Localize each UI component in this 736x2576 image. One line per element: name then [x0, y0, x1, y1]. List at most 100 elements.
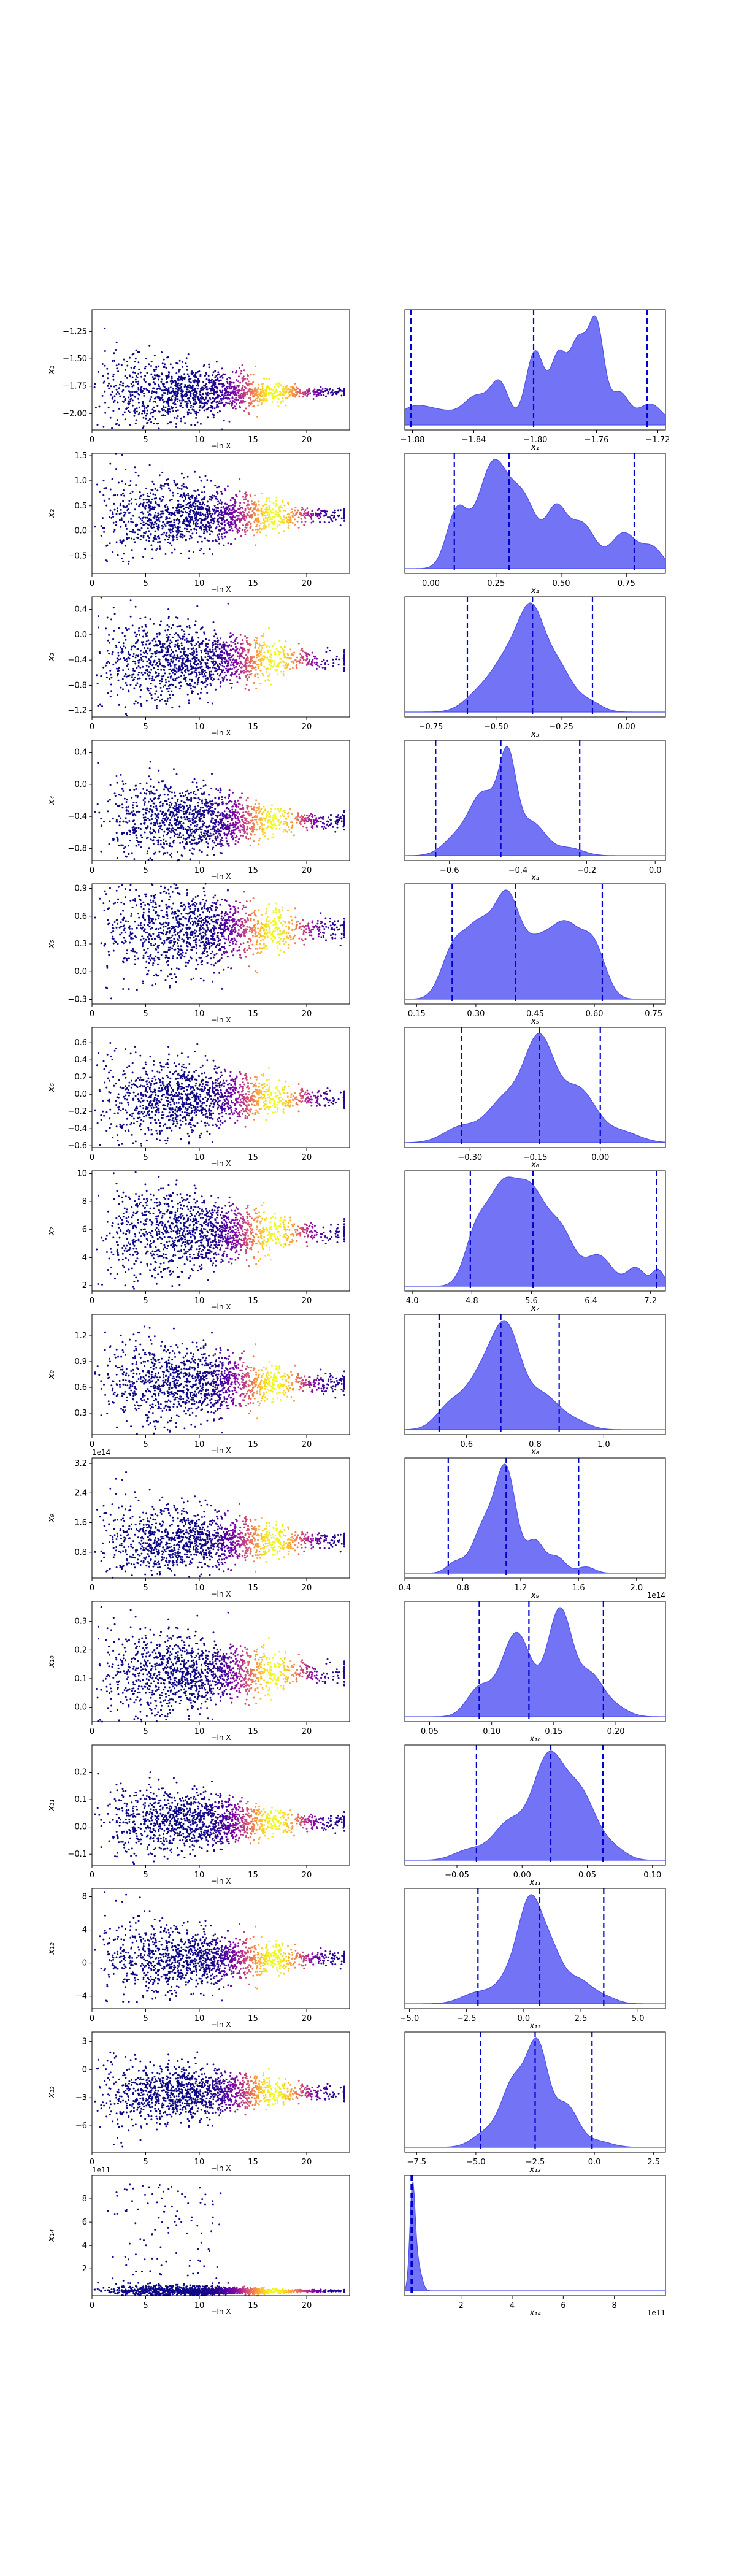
- scatter-point: [241, 379, 243, 381]
- scatter-panel-4: 0 5 10 15 20−ln X−0.8−0.40.00.4x₄: [47, 740, 350, 881]
- scatter-point: [158, 545, 161, 548]
- scatter-point: [250, 525, 252, 527]
- scatter-point: [191, 532, 194, 535]
- scatter-point: [293, 651, 296, 654]
- scatter-point: [175, 534, 178, 537]
- scatter-point: [245, 675, 247, 677]
- scatter-point: [231, 800, 233, 803]
- scatter-point: [146, 493, 148, 495]
- scatter-point: [167, 629, 169, 631]
- scatter-point: [217, 405, 220, 408]
- scatter-point: [169, 665, 172, 667]
- scatter-point: [131, 399, 134, 402]
- scatter-point: [302, 514, 304, 516]
- scatter-point: [327, 391, 329, 393]
- scatter-point: [204, 401, 207, 404]
- scatter-point: [154, 494, 156, 496]
- scatter-point: [143, 532, 145, 534]
- scatter-point: [320, 663, 323, 665]
- scatter-point: [226, 385, 229, 388]
- scatter-point: [148, 363, 150, 366]
- scatter-point: [181, 485, 183, 487]
- scatter-point: [247, 657, 249, 659]
- scatter-point: [303, 524, 305, 526]
- scatter-point: [298, 395, 301, 397]
- scatter-point: [202, 498, 204, 500]
- scatter-point: [144, 655, 147, 657]
- scatter-point: [143, 629, 145, 632]
- scatter-point: [154, 521, 156, 523]
- scatter-point: [203, 531, 205, 533]
- scatter-point: [194, 620, 197, 623]
- scatter-point: [125, 526, 127, 528]
- scatter-point: [223, 505, 225, 508]
- scatter-point: [310, 516, 312, 518]
- scatter-point: [109, 516, 110, 518]
- scatter-point: [204, 504, 206, 506]
- scatter-point: [248, 521, 251, 523]
- scatter-point: [320, 512, 322, 515]
- scatter-point: [117, 660, 119, 662]
- scatter-point: [132, 673, 135, 676]
- scatter-point: [101, 705, 103, 707]
- scatter-point: [275, 827, 277, 830]
- scatter-point: [215, 375, 218, 377]
- scatter-point: [220, 402, 222, 404]
- scatter-point: [178, 370, 180, 373]
- scatter-point: [276, 663, 278, 665]
- scatter-point: [270, 388, 272, 390]
- scatter-point: [208, 657, 210, 659]
- scatter-point: [232, 381, 235, 384]
- scatter-point: [122, 539, 125, 542]
- scatter-point: [190, 392, 192, 394]
- scatter-point: [170, 520, 172, 523]
- scatter-point: [175, 667, 178, 670]
- scatter-point: [126, 660, 128, 662]
- scatter-point: [123, 494, 125, 497]
- scatter-point: [217, 401, 219, 403]
- scatter-point: [205, 397, 207, 400]
- scatter-point: [155, 686, 157, 688]
- scatter-point: [154, 401, 156, 403]
- scatter-point: [269, 389, 271, 391]
- scatter-point: [113, 502, 115, 505]
- scatter-point: [145, 407, 148, 409]
- scatter-point: [109, 642, 111, 644]
- scatter-point: [297, 516, 300, 519]
- scatter-point: [124, 399, 126, 401]
- scatter-point: [254, 544, 256, 546]
- scatter-point: [144, 632, 147, 635]
- scatter-point: [276, 394, 278, 396]
- scatter-point: [264, 516, 267, 519]
- scatter-point: [169, 663, 171, 665]
- scatter-point: [228, 635, 231, 638]
- scatter-point: [212, 644, 214, 646]
- scatter-point: [159, 484, 162, 486]
- scatter-point: [299, 392, 302, 394]
- scatter-point: [174, 548, 176, 551]
- scatter-point: [242, 649, 244, 651]
- scatter-point: [250, 658, 251, 661]
- scatter-point: [161, 533, 164, 535]
- scatter-point: [130, 397, 132, 400]
- scatter-point: [150, 524, 153, 526]
- scatter-point: [226, 678, 228, 681]
- x-tick-label: 10: [194, 579, 205, 588]
- scatter-point: [170, 658, 172, 661]
- scatter-point: [316, 657, 318, 660]
- scatter-point: [135, 484, 137, 486]
- scatter-point: [178, 503, 180, 505]
- scatter-point: [340, 517, 343, 519]
- scatter-point: [155, 672, 157, 674]
- scatter-point: [250, 665, 252, 667]
- scatter-point: [210, 410, 212, 412]
- scatter-point: [200, 400, 202, 402]
- scatter-point: [210, 526, 212, 529]
- scatter-point: [112, 360, 114, 362]
- scatter-point: [202, 393, 204, 396]
- scatter-point: [154, 535, 156, 537]
- scatter-point: [109, 678, 111, 680]
- scatter-point: [215, 497, 217, 500]
- scatter-point: [275, 383, 278, 385]
